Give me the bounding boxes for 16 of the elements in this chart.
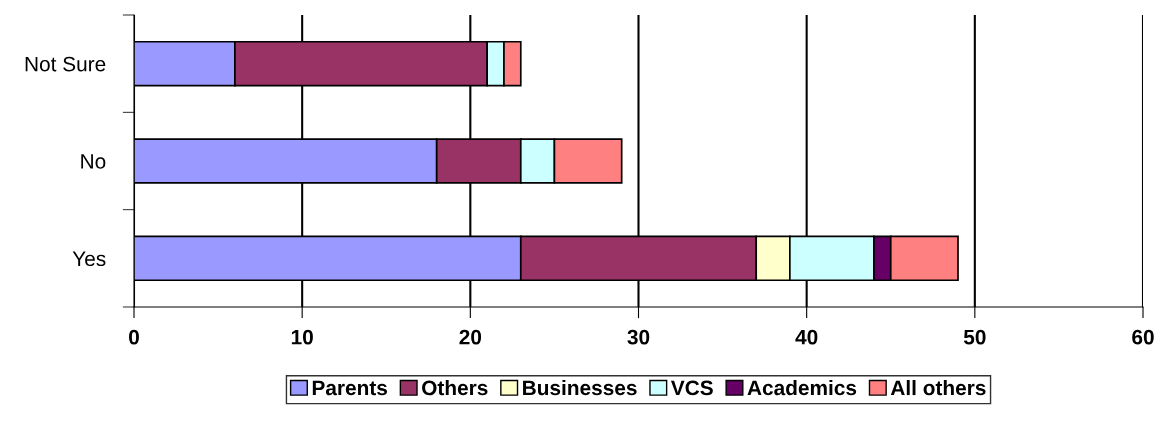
legend-label: Others (422, 379, 488, 396)
legend-label: All others (890, 379, 986, 396)
x-tick-label: 20 (459, 329, 482, 345)
legend-label: VCS (670, 380, 713, 396)
legend-label: Parents (312, 380, 388, 396)
x-tick-label: 10 (291, 329, 313, 345)
x-tick-label: 0 (129, 329, 139, 345)
legend-label: Academics (747, 379, 857, 396)
legend-label: Businesses (523, 379, 637, 396)
x-tick-label: 50 (963, 329, 986, 345)
x-tick-label: 30 (627, 329, 650, 345)
y-tick-label: Not Sure (25, 56, 106, 72)
y-tick-label: No (81, 154, 106, 169)
x-tick-label: 60 (1132, 329, 1154, 345)
y-tick-label: Yes (72, 251, 106, 267)
x-tick-label: 40 (795, 329, 818, 345)
